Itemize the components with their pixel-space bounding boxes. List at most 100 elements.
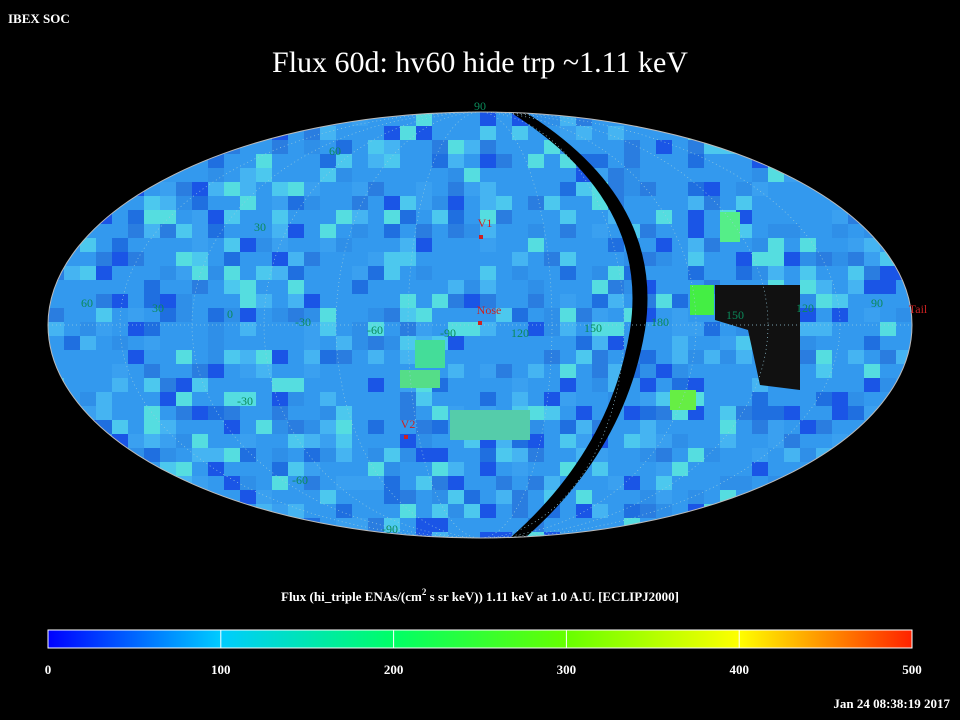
map-tile <box>784 126 800 140</box>
map-tile <box>448 280 464 294</box>
map-tile <box>112 434 128 448</box>
map-tile <box>880 224 896 238</box>
map-tile <box>576 532 592 538</box>
map-tile <box>720 126 736 140</box>
map-tile <box>880 350 896 364</box>
map-tile <box>656 448 672 462</box>
map-tile <box>800 532 816 538</box>
map-tile <box>816 112 832 126</box>
grid-label: -30 <box>237 394 253 408</box>
map-tile <box>720 532 736 538</box>
map-tile <box>160 126 176 140</box>
map-tile <box>224 308 240 322</box>
map-tile <box>272 532 288 538</box>
map-tile <box>352 266 368 280</box>
map-tile <box>192 504 208 518</box>
map-tile <box>368 322 384 336</box>
map-tile <box>752 168 768 182</box>
map-tile <box>800 280 816 294</box>
map-tile <box>304 140 320 154</box>
map-tile <box>192 406 208 420</box>
map-tile <box>432 490 448 504</box>
map-tile <box>672 350 688 364</box>
map-tile <box>464 308 480 322</box>
map-tile <box>544 406 560 420</box>
map-tile <box>256 518 272 532</box>
map-tile <box>240 448 256 462</box>
map-tile <box>496 168 512 182</box>
map-tile <box>256 350 272 364</box>
map-tile <box>624 434 640 448</box>
map-tile <box>112 532 128 538</box>
map-tile <box>832 252 848 266</box>
map-tile <box>176 462 192 476</box>
map-tile <box>128 350 144 364</box>
map-tile <box>384 490 400 504</box>
map-tile <box>672 364 688 378</box>
map-tile <box>464 504 480 518</box>
map-tile <box>848 266 864 280</box>
map-tile <box>320 322 336 336</box>
map-tile <box>512 308 528 322</box>
map-tile <box>864 280 880 294</box>
map-tile <box>400 266 416 280</box>
map-tile <box>384 462 400 476</box>
map-tile <box>608 336 624 350</box>
map-tile <box>96 266 112 280</box>
map-tile <box>560 294 576 308</box>
map-tile <box>896 238 912 252</box>
map-tile <box>896 308 912 322</box>
colorbar-title: Flux (hi_triple ENAs/(cm2 s sr keV)) 1.1… <box>281 587 679 604</box>
map-tile <box>288 392 304 406</box>
map-tile <box>64 154 80 168</box>
map-tile <box>864 462 880 476</box>
map-tile <box>720 434 736 448</box>
map-tile <box>352 182 368 196</box>
map-tile <box>496 154 512 168</box>
map-tile <box>560 266 576 280</box>
map-tile <box>896 210 912 224</box>
map-tile <box>560 210 576 224</box>
map-tile <box>208 140 224 154</box>
map-tile <box>496 476 512 490</box>
colorbar-tick-label: 0 <box>45 662 52 677</box>
map-tile <box>208 336 224 350</box>
map-tile <box>320 126 336 140</box>
map-tile <box>480 364 496 378</box>
map-tile <box>240 350 256 364</box>
map-tile <box>576 182 592 196</box>
map-tile <box>704 182 720 196</box>
map-tile <box>256 168 272 182</box>
map-tile <box>784 434 800 448</box>
map-tile <box>832 448 848 462</box>
map-tile <box>432 406 448 420</box>
map-tile <box>448 490 464 504</box>
map-tile <box>864 392 880 406</box>
map-tile <box>208 112 224 126</box>
map-tile <box>560 322 576 336</box>
map-tile <box>368 434 384 448</box>
map-tile <box>144 336 160 350</box>
map-outline <box>47 111 913 539</box>
map-tile <box>544 392 560 406</box>
map-tile <box>416 238 432 252</box>
map-tile <box>128 462 144 476</box>
map-tile <box>816 126 832 140</box>
map-tile <box>176 406 192 420</box>
map-tile <box>448 196 464 210</box>
map-tile <box>592 462 608 476</box>
map-tile <box>272 448 288 462</box>
map-tile <box>144 140 160 154</box>
map-tile <box>464 322 480 336</box>
map-tile <box>320 434 336 448</box>
map-tile <box>256 140 272 154</box>
map-tile <box>832 168 848 182</box>
map-tile <box>320 238 336 252</box>
map-tile <box>480 196 496 210</box>
map-tile <box>576 126 592 140</box>
map-tile <box>720 504 736 518</box>
map-tile <box>112 420 128 434</box>
map-tile <box>304 350 320 364</box>
map-tile <box>96 126 112 140</box>
